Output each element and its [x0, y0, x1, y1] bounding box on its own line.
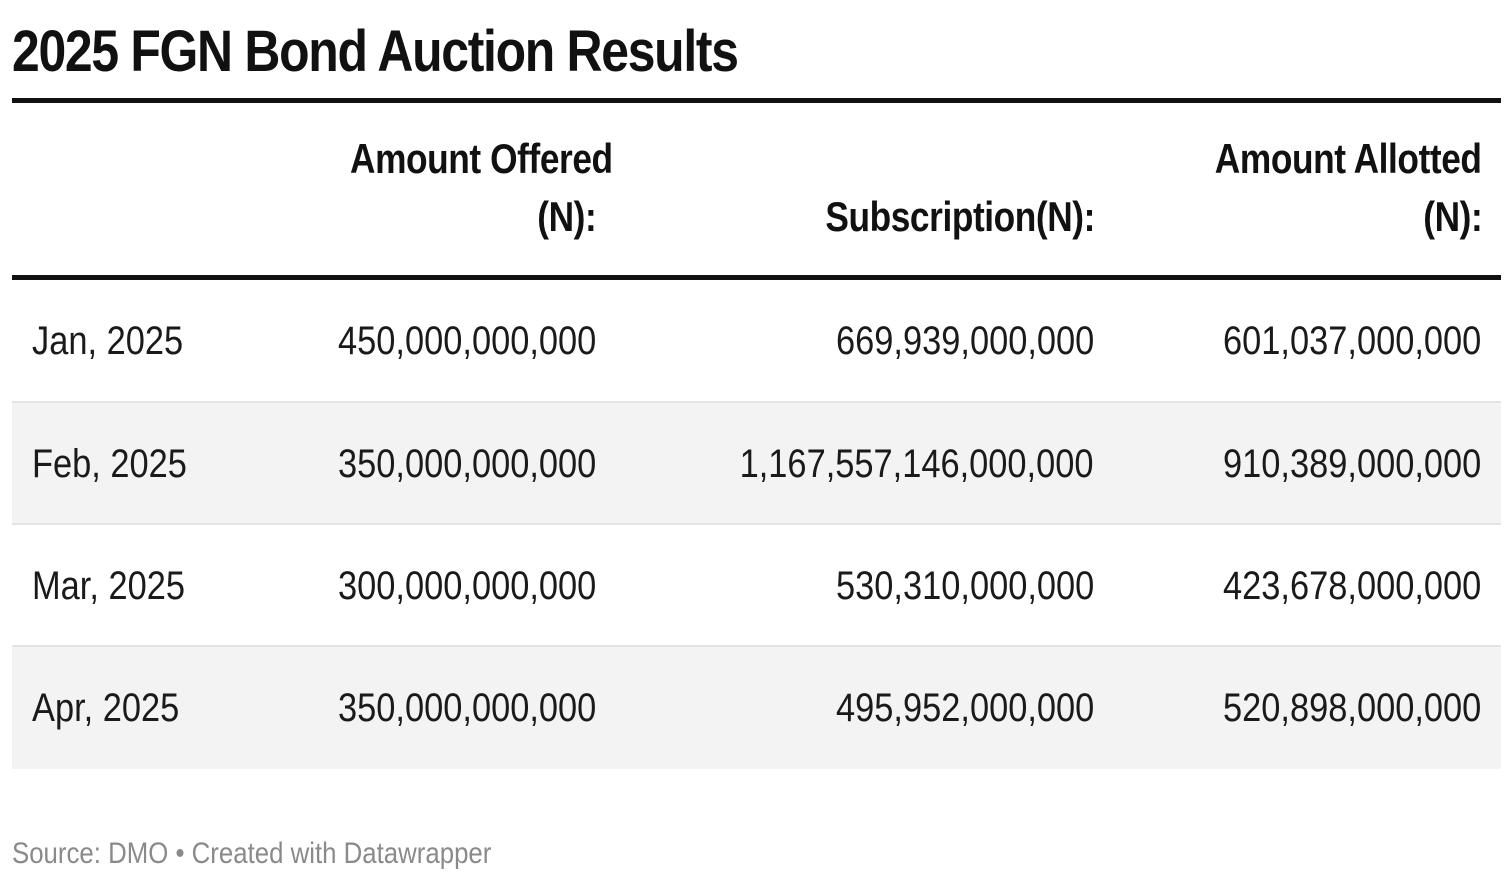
row-label: Feb, 2025 — [32, 442, 187, 486]
row-label: Mar, 2025 — [32, 564, 185, 608]
subscription-value: 495,952,000,000 — [835, 686, 1094, 730]
amount-allotted-value: 601,037,000,000 — [1222, 319, 1481, 363]
row-divider — [12, 523, 1501, 525]
column-header-amount-allotted-line1: Amount Allotted — [1215, 135, 1482, 182]
amount-offered-value: 300,000,000,000 — [337, 564, 596, 608]
column-header-amount-offered-line2: (N): — [536, 193, 596, 240]
amount-allotted-value: 520,898,000,000 — [1222, 686, 1481, 730]
source-footer: Source: DMO • Created with Datawrapper — [12, 837, 492, 870]
amount-offered-value: 350,000,000,000 — [337, 442, 596, 486]
table-row: Mar, 2025 300,000,000,000 530,310,000,00… — [12, 525, 1501, 647]
amount-allotted-value: 423,678,000,000 — [1222, 564, 1481, 608]
table-row: Apr, 2025 350,000,000,000 495,952,000,00… — [12, 647, 1501, 769]
row-divider — [12, 645, 1501, 647]
amount-offered-value: 450,000,000,000 — [337, 319, 596, 363]
column-header-amount-allotted: Amount Allotted (N): — [1150, 130, 1482, 246]
amount-allotted-value: 910,389,000,000 — [1222, 442, 1481, 486]
table-row: Feb, 2025 350,000,000,000 1,167,557,146,… — [12, 403, 1501, 525]
row-divider — [12, 401, 1501, 403]
subscription-value: 1,167,557,146,000,000 — [740, 442, 1094, 486]
title-rule — [12, 98, 1501, 103]
column-header-subscription-line1: Subscription(N): — [825, 193, 1095, 240]
subscription-value: 669,939,000,000 — [835, 319, 1094, 363]
row-label: Jan, 2025 — [32, 319, 184, 363]
chart-title: 2025 FGN Bond Auction Results — [12, 19, 739, 84]
amount-offered-value: 350,000,000,000 — [337, 686, 596, 730]
subscription-value: 530,310,000,000 — [835, 564, 1094, 608]
table-row: Jan, 2025 450,000,000,000 669,939,000,00… — [12, 280, 1501, 402]
column-header-amount-offered: Amount Offered (N): — [300, 130, 613, 246]
header-rule — [12, 275, 1501, 280]
column-header-amount-allotted-line2: (N): — [1422, 193, 1482, 240]
column-header-subscription: Subscription(N): — [700, 188, 1095, 246]
column-header-amount-offered-line1: Amount Offered — [350, 135, 613, 182]
row-label: Apr, 2025 — [32, 686, 180, 730]
